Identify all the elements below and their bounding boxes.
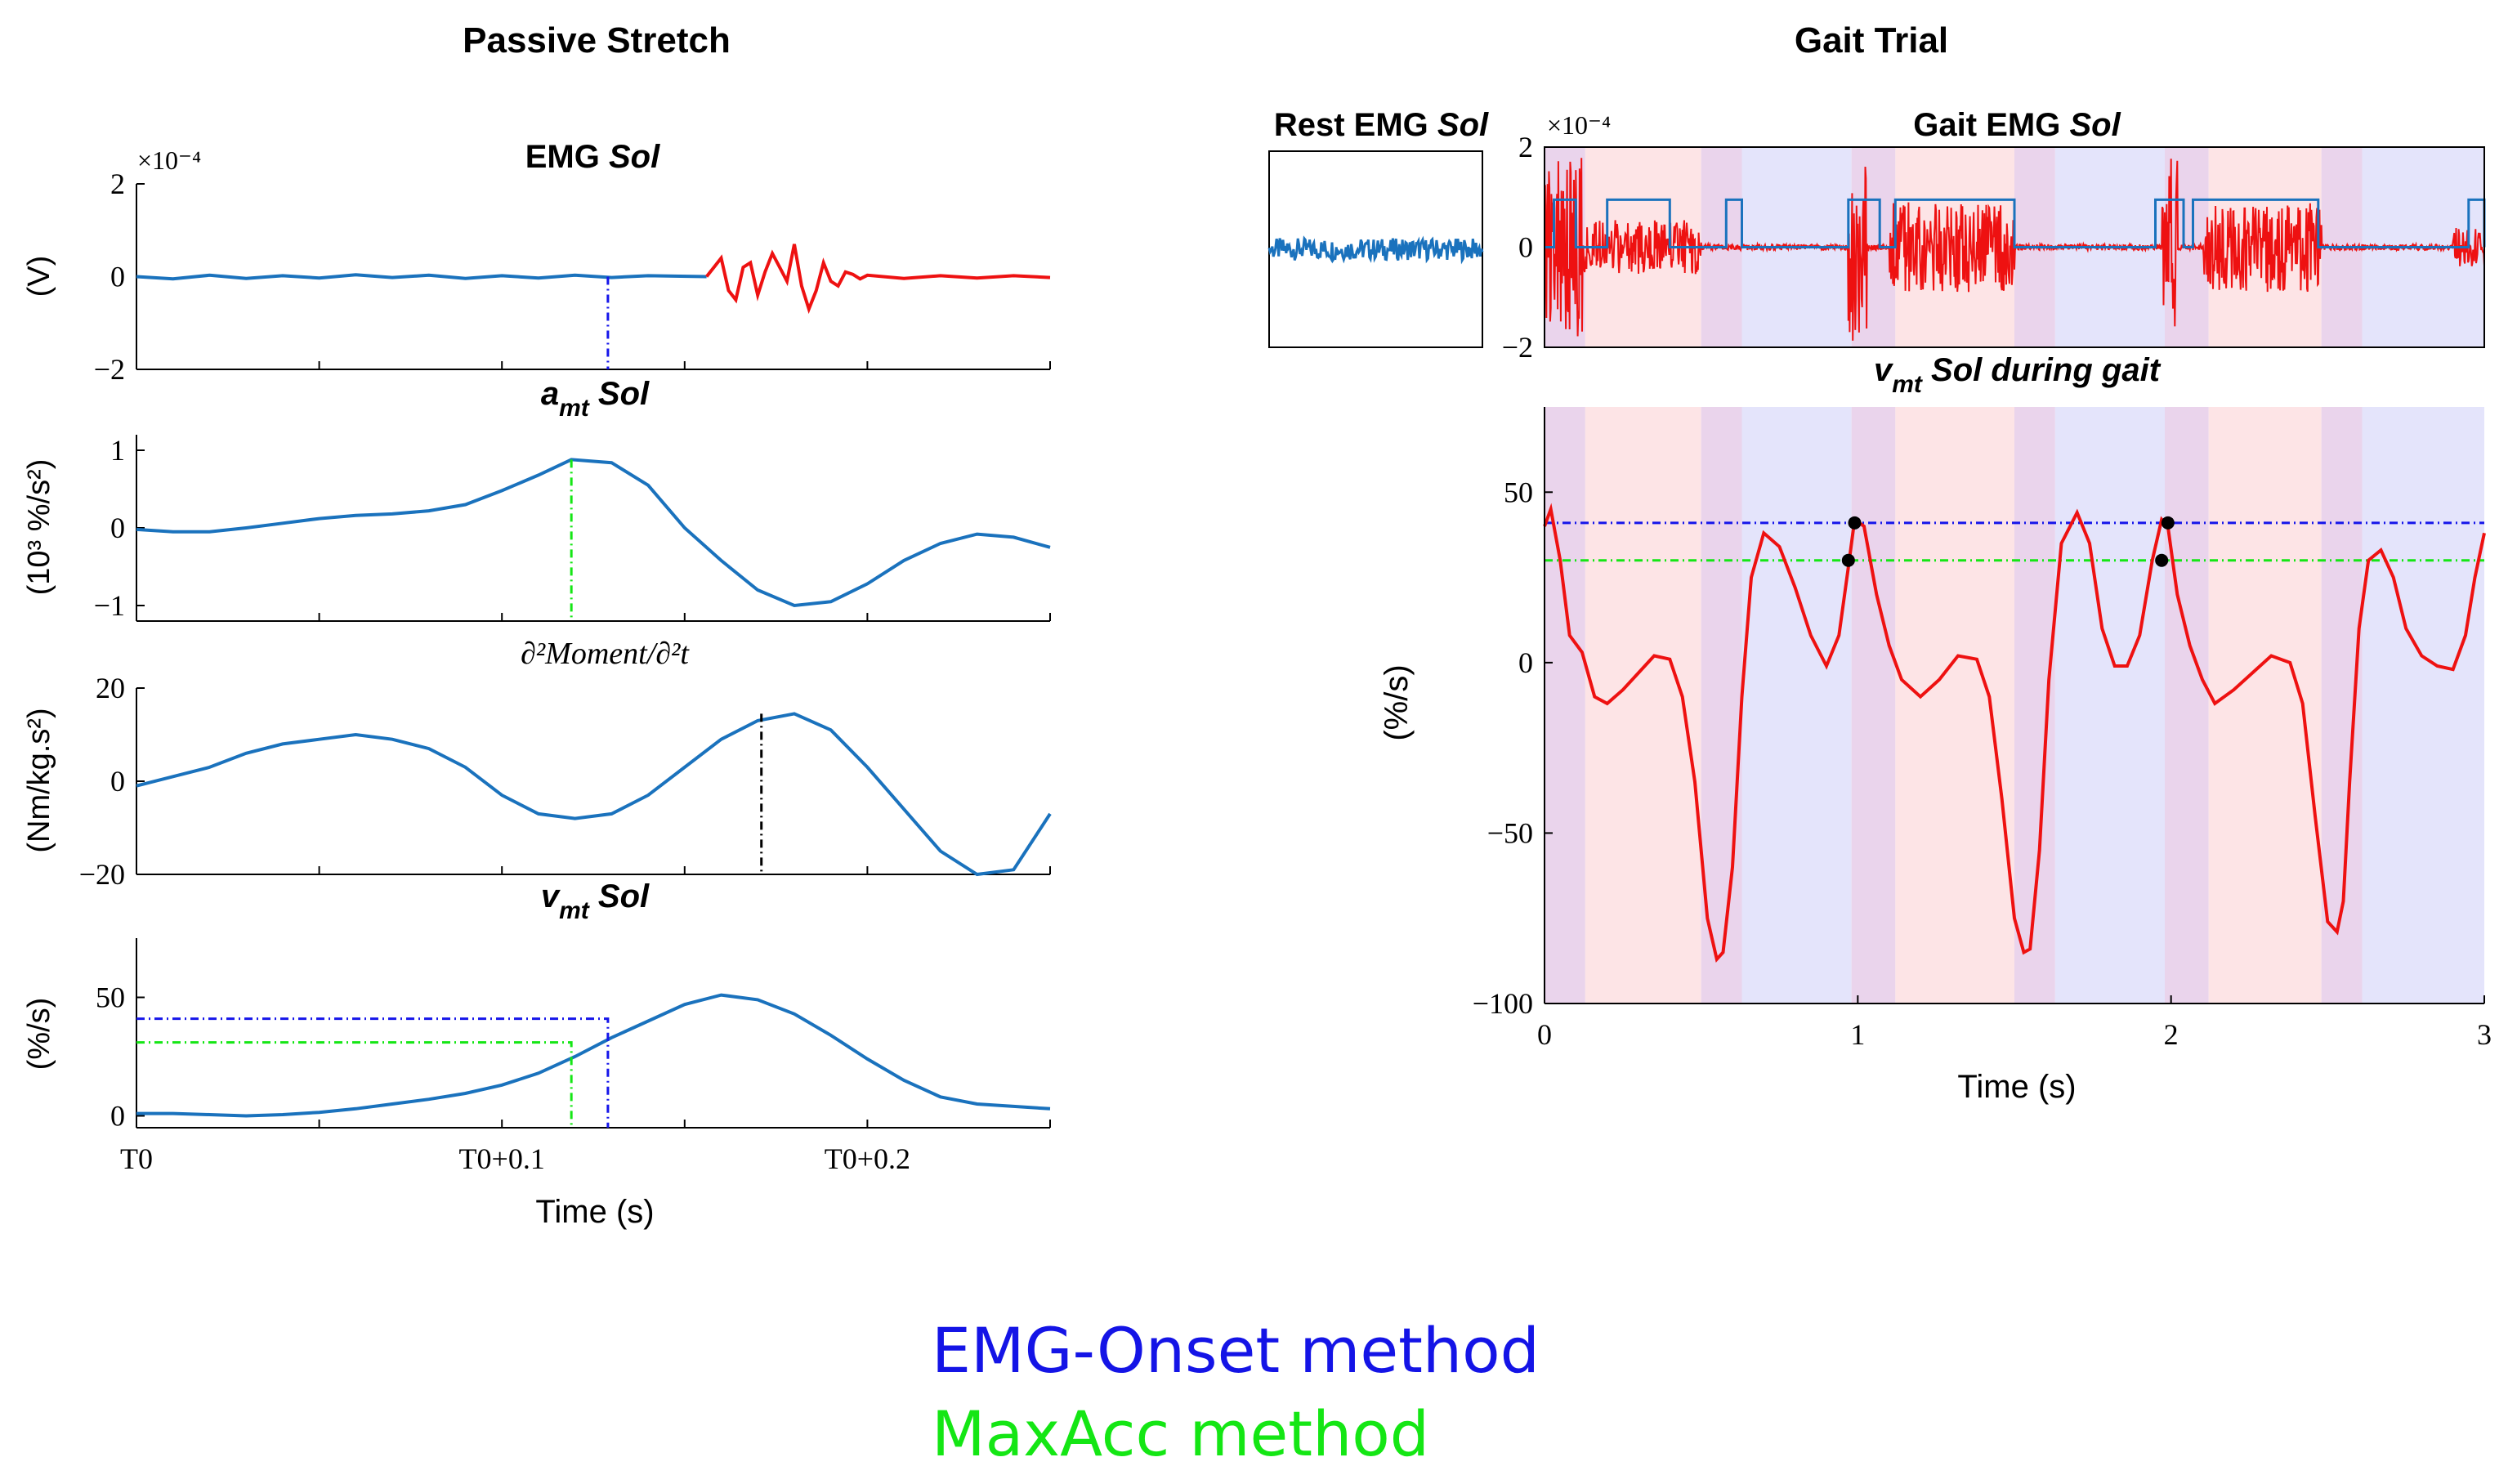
vmt-gait-phase-blue — [1741, 407, 1852, 1003]
left-section-title: Passive Stretch — [463, 20, 731, 60]
vmt-gait-xlabel: Time (s) — [1957, 1069, 2076, 1105]
gait-emg-axes: 2 0 −2 — [1502, 131, 2485, 364]
gait-emg-phase-red — [2208, 147, 2322, 347]
vmt-gait-phase-red — [1895, 407, 2014, 1003]
rest-emg-series — [1267, 235, 1484, 265]
vmt-x-tick-label: T0+0.2 — [825, 1142, 910, 1175]
amt-y-tick-label: 1 — [110, 434, 125, 467]
moment-line — [136, 712, 1052, 877]
vmt-gait-marker — [2155, 553, 2169, 567]
vmt-gait-x-tick-label: 2 — [2164, 1018, 2179, 1051]
vmt-gait-phase-blue — [2054, 407, 2165, 1003]
vmt-gait-phase-red — [1585, 407, 1701, 1003]
gait-emg-onoff — [1545, 198, 2486, 248]
emg-sol-panel: EMG Sol ×10⁻⁴ (V) 2 0 −2 — [22, 139, 1051, 386]
vmt-gait-phase-purple — [2165, 407, 2209, 1003]
rest-emg-title: Rest EMG Sol — [1274, 107, 1489, 143]
vmt-gait-phase-purple — [1545, 407, 1585, 1003]
vmt-y-tick-label: 0 — [110, 1100, 125, 1133]
emg-y-tick-label: −2 — [94, 353, 125, 386]
vmt-gait-x-tick-label: 0 — [1537, 1018, 1552, 1051]
moment-title: ∂²Moment/∂²t — [521, 637, 690, 671]
vmt-series — [136, 993, 1051, 1128]
gait-emg-frame — [1544, 146, 2485, 348]
emg-y-tick-label: 2 — [110, 168, 125, 200]
amt-sol-title: amt Sol — [541, 376, 650, 422]
amt-series — [136, 458, 1051, 621]
vmt-gait-phase-purple — [1851, 407, 1896, 1003]
rest-emg-line — [1267, 235, 1484, 265]
moment-y-tick-label: 20 — [96, 672, 125, 704]
emg-ylabel: (V) — [22, 256, 56, 297]
vmt-ylabel: (%/s) — [22, 998, 56, 1071]
gait-emg-y-tick-label: 0 — [1518, 231, 1533, 264]
vmt-gait-ylabel: (%/s) — [1379, 664, 1415, 740]
vmt-gait-phase-purple — [1701, 407, 1742, 1003]
legend-maxacc: MaxAcc method — [932, 1397, 1430, 1470]
gait-emg-y-tick-label: −2 — [1502, 331, 1533, 364]
right-section-title: Gait Trial — [1795, 20, 1948, 60]
vmt-y-tick-label: 50 — [96, 981, 125, 1014]
vmt-gait-series — [1543, 503, 2486, 963]
legend-emg-onset: EMG-Onset method — [932, 1314, 1540, 1387]
amt-line — [136, 458, 1051, 608]
vmt-gait-y-tick-label: 0 — [1518, 646, 1533, 679]
vmt-gait-line — [1543, 503, 2486, 963]
vmt-sol-panel: vmt Sol (%/s) 50 0 T0 T0+0.1 T0+0.2 Time (s) — [22, 878, 1051, 1230]
gait-emg-panel: Gait EMG Sol ×10⁻⁴ 2 0 −2 — [1502, 107, 2486, 364]
vmt-axes: 50 0 T0 T0+0.1 T0+0.2 — [96, 938, 1051, 1175]
emg-sol-title: EMG Sol — [525, 139, 660, 175]
amt-sol-panel: amt Sol (10³ %/s²) 1 0 −1 — [22, 376, 1051, 622]
vmt-onset-marker — [136, 1017, 610, 1128]
vmt-maxacc-marker — [136, 1041, 573, 1128]
emg-series-active — [705, 244, 1051, 315]
gait-emg-title: Gait EMG Sol — [1913, 107, 2121, 143]
moment-series — [136, 712, 1052, 877]
amt-axes: 1 0 −1 — [94, 434, 1051, 622]
vmt-gait-y-tick-label: −100 — [1473, 987, 1533, 1020]
vmt-sol-title: vmt Sol — [541, 878, 650, 924]
moment-axes: 20 0 −20 — [79, 672, 1051, 891]
vmt-gait-marker — [2161, 516, 2175, 530]
vmt-xlabel: Time (s) — [535, 1194, 654, 1230]
gait-emg-exponent-label: ×10⁻⁴ — [1547, 110, 1611, 140]
vmt-gait-marker — [1841, 553, 1855, 567]
amt-y-tick-label: 0 — [110, 512, 125, 544]
rest-emg-panel: Rest EMG Sol — [1267, 107, 1489, 348]
vmt-gait-y-tick-label: 50 — [1504, 476, 1533, 508]
vmt-gait-phase-red — [2208, 407, 2322, 1003]
vmt-gait-x-tick-label: 3 — [2477, 1018, 2492, 1051]
vmt-gait-y-tick-label: −50 — [1487, 816, 1533, 849]
gait-emg-line — [1544, 158, 2485, 341]
amt-ylabel: (10³ %/s²) — [22, 459, 56, 596]
moment-y-tick-label: 0 — [110, 765, 125, 798]
moment-panel: ∂²Moment/∂²t (Nm/kg.s²) 20 0 −20 — [22, 637, 1052, 891]
vmt-line — [136, 993, 1051, 1118]
emg-series — [136, 244, 1051, 369]
emg-exponent-label: ×10⁻⁴ — [137, 145, 201, 175]
vmt-gait-phase-blue — [2362, 407, 2484, 1003]
gait-emg-series — [1544, 158, 2486, 341]
vmt-gait-marker — [1848, 516, 1862, 530]
vmt-x-tick-label: T0+0.1 — [459, 1142, 545, 1175]
moment-ylabel: (Nm/kg.s²) — [22, 708, 56, 852]
vmt-gait-x-tick-label: 1 — [1850, 1018, 1865, 1051]
emg-y-tick-label: 0 — [110, 261, 125, 293]
vmt-gait-title: vmt Sol during gait — [1874, 352, 2162, 398]
gait-emg-y-tick-label: 2 — [1518, 131, 1533, 163]
emg-series-rest — [136, 273, 707, 281]
vmt-x-tick-label: T0 — [120, 1142, 153, 1175]
moment-y-tick-label: −20 — [79, 858, 125, 891]
amt-y-tick-label: −1 — [94, 589, 125, 622]
